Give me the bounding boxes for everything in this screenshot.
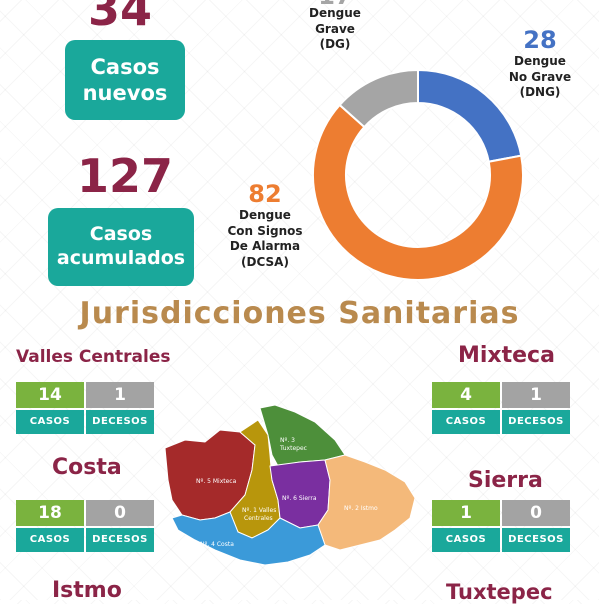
casos-acumulados-box: Casos acumulados: [48, 208, 194, 286]
map-label-valles-1: Nº. 1 Valles: [242, 507, 276, 514]
costa-casos-value: 18: [16, 500, 84, 526]
casos-nuevos-box: Casos nuevos: [65, 40, 185, 120]
costa-casos-label: CASOS: [16, 528, 84, 552]
casos-acumulados-line1: Casos: [89, 223, 153, 246]
casos-nuevos-line1: Casos: [90, 54, 160, 79]
casos-acumulados-line2: acumulados: [56, 247, 186, 269]
label-dcsa: 82 Dengue Con Signos De Alarma (DCSA): [222, 180, 308, 270]
slice-dg: [338, 68, 419, 129]
sierra-decesos-value: 0: [502, 500, 570, 526]
mixteca-casos-value: 4: [432, 382, 500, 408]
valles-casos-label: CASOS: [16, 410, 84, 434]
label-dcsa-line4: (DCSA): [241, 254, 289, 269]
label-dcsa-line3: De Alarma: [229, 239, 301, 254]
map-region-tuxtepec: [259, 404, 346, 467]
jurisdiction-name-tuxtepec: Tuxtepec: [446, 580, 553, 604]
slice-dcsa: [312, 103, 524, 281]
jurisdiction-name-mixteca: Mixteca: [458, 343, 555, 368]
label-dng-line1: Dengue: [514, 54, 566, 68]
map-label-tuxtepec-1: Nº. 3: [280, 437, 295, 444]
casos-nuevos-line2: nuevos: [82, 81, 168, 105]
jurisdiction-name-valles: Valles Centrales: [16, 347, 171, 367]
label-dg-line3: (DG): [319, 37, 351, 52]
map-label-mixteca: Nº. 5 Mixteca: [196, 478, 237, 485]
map-label-istmo: Nº. 2 Istmo: [344, 505, 378, 512]
map-label-sierra: Nº. 6 Sierra: [282, 495, 317, 502]
stat-sierra: 1 0 CASOS DECESOS: [432, 500, 570, 552]
sierra-casos-value: 1: [432, 500, 500, 526]
label-dg-line1: Dengue: [309, 6, 361, 20]
valles-decesos-label: DECESOS: [86, 410, 154, 434]
stat-costa: 18 0 CASOS DECESOS: [16, 500, 154, 552]
casos-nuevos-value: 34: [87, 0, 152, 36]
label-dcsa-value: 82: [248, 180, 282, 208]
label-dng-value: 28: [523, 26, 557, 54]
valles-decesos-value: 1: [86, 382, 154, 408]
stat-mixteca: 4 1 CASOS DECESOS: [432, 382, 570, 434]
map-region-costa: [171, 511, 326, 566]
label-dg-value: 17: [290, 0, 380, 8]
label-dg: 17 Dengue Grave (DG): [290, 0, 380, 53]
label-dcsa-line1: Dengue: [239, 208, 291, 222]
label-dng-line2: No Grave: [508, 69, 572, 84]
dengue-donut-chart: [312, 68, 524, 281]
oaxaca-jurisdictions-map: Nº. 5 Mixteca Nº. 1 Valles Centrales Nº.…: [164, 404, 416, 566]
map-label-valles-2: Centrales: [244, 515, 273, 522]
jurisdiction-name-sierra: Sierra: [468, 468, 543, 493]
valles-casos-value: 14: [16, 382, 84, 408]
jurisdiction-name-istmo: Istmo: [52, 578, 122, 603]
mixteca-decesos-label: DECESOS: [502, 410, 570, 434]
label-dng-line3: (DNG): [519, 85, 561, 100]
costa-decesos-value: 0: [86, 500, 154, 526]
mixteca-casos-label: CASOS: [432, 410, 500, 434]
label-dcsa-line2: Con Signos: [227, 223, 303, 238]
mixteca-decesos-value: 1: [502, 382, 570, 408]
stat-valles: 14 1 CASOS DECESOS: [16, 382, 154, 434]
jurisdiction-name-costa: Costa: [52, 455, 122, 480]
label-dng: 28 Dengue No Grave (DNG): [497, 26, 583, 101]
sierra-casos-label: CASOS: [432, 528, 500, 552]
costa-decesos-label: DECESOS: [86, 528, 154, 552]
casos-acumulados-value: 127: [76, 149, 174, 203]
map-region-istmo: [317, 454, 416, 551]
map-label-costa: Nº. 4 Costa: [200, 541, 234, 548]
label-dg-line2: Grave: [315, 21, 355, 36]
sierra-decesos-label: DECESOS: [502, 528, 570, 552]
section-title: Jurisdicciones Sanitarias: [79, 296, 520, 331]
map-label-tuxtepec-2: Tuxtepec: [279, 445, 307, 452]
